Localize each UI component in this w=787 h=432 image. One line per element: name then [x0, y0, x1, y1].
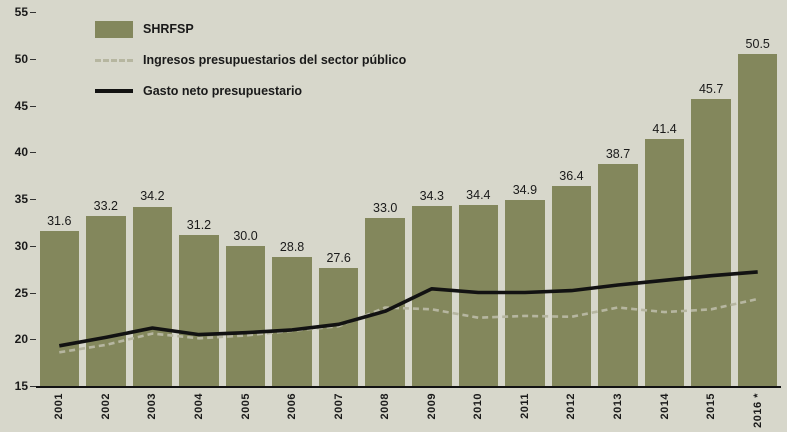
- x-axis-label: 2014: [658, 393, 671, 420]
- bar-2014: [644, 139, 685, 386]
- bar-2010: [458, 204, 499, 386]
- bar-value-label: 28.8: [279, 239, 305, 254]
- bar-2002: [86, 215, 126, 386]
- bar-2013: [598, 164, 638, 386]
- bar-value-label: 36.4: [559, 168, 584, 183]
- x-axis-label: 2001: [53, 393, 66, 420]
- x-axis-label: 2012: [565, 393, 578, 420]
- bar-2008: [365, 217, 405, 386]
- bar-value-label: 27.6: [326, 251, 351, 266]
- legend-item-gasto: Gasto neto presupuestario: [95, 82, 406, 100]
- bar-value-label: 33.2: [93, 198, 119, 213]
- y-axis-tick: [30, 386, 36, 387]
- y-axis-label: 45: [14, 98, 28, 113]
- bar-2005: [225, 245, 266, 387]
- legend-label-ingresos: Ingresos presupuestarios del sector públ…: [143, 53, 407, 67]
- y-axis-label: 30: [14, 238, 28, 253]
- bar-value-label: 38.7: [605, 147, 631, 162]
- y-axis-label: 25: [14, 285, 28, 300]
- bar-value-label: 30.0: [233, 228, 258, 243]
- y-axis-tick: [30, 292, 36, 294]
- x-axis-label: 2008: [379, 393, 392, 420]
- bar-2007: [318, 268, 359, 386]
- bar-2001: [39, 230, 80, 386]
- bar-value-label: 34.2: [140, 189, 165, 204]
- solid-line-swatch-icon: [95, 89, 133, 93]
- y-axis-label: 50: [14, 51, 28, 66]
- x-axis-label: 2010: [472, 393, 485, 420]
- x-axis-label: 2005: [239, 393, 252, 420]
- bar-value-label: 50.5: [745, 37, 770, 52]
- bar-2009: [412, 205, 452, 386]
- bar-2003: [132, 206, 173, 386]
- x-axis-label: 2004: [192, 393, 205, 420]
- y-axis-label: 55: [14, 5, 28, 19]
- bar-value-label: 31.6: [47, 213, 72, 228]
- y-axis-tick: [30, 12, 36, 13]
- bar-2011: [505, 199, 545, 386]
- legend-item-ingresos: Ingresos presupuestarios del sector públ…: [95, 51, 406, 69]
- bar-value-label: 45.7: [698, 81, 724, 96]
- bar-2016: [737, 54, 778, 386]
- legend-item-shrfsp: SHRFSP: [95, 20, 406, 38]
- y-axis-tick: [30, 245, 36, 247]
- bar-value-label: 31.2: [186, 217, 212, 232]
- x-axis-label: 2007: [332, 393, 345, 420]
- bar-value-label: 34.3: [419, 188, 444, 203]
- y-axis-label: 35: [14, 192, 28, 206]
- y-axis-label: 40: [14, 145, 28, 160]
- dashed-line-swatch-icon: [95, 58, 133, 62]
- bar-swatch-icon: [95, 20, 133, 38]
- bar-2012: [551, 185, 592, 386]
- bar-2015: [691, 99, 731, 386]
- y-axis-label: 15: [14, 379, 28, 393]
- x-axis-label: 2015: [705, 393, 718, 420]
- y-axis-tick: [30, 58, 36, 60]
- x-axis-label: 2009: [425, 393, 438, 420]
- bar-2004: [179, 234, 219, 386]
- legend-label-gasto: Gasto neto presupuestario: [143, 84, 303, 98]
- bar-value-label: 34.9: [512, 182, 538, 197]
- legend: SHRFSP Ingresos presupuestarios del sect…: [95, 20, 406, 100]
- legend-label-shrfsp: SHRFSP: [143, 22, 194, 36]
- x-axis-label: 2013: [612, 393, 625, 420]
- bar-value-label: 34.4: [466, 187, 491, 202]
- y-axis-tick: [30, 152, 36, 154]
- y-axis-tick: [30, 199, 36, 200]
- x-axis-label: 2002: [99, 393, 112, 420]
- y-axis-tick: [30, 339, 36, 341]
- x-axis-label: 2011: [518, 393, 531, 419]
- x-axis-label: 2003: [146, 393, 159, 420]
- x-axis-label: 2016 *: [751, 393, 764, 428]
- x-axis-label: 2006: [286, 393, 299, 420]
- x-axis-line: [36, 386, 781, 388]
- y-axis-label: 20: [14, 332, 28, 347]
- y-axis-tick: [30, 105, 36, 107]
- bar-2006: [272, 257, 312, 386]
- bar-value-label: 33.0: [373, 200, 398, 215]
- bar-value-label: 41.4: [652, 122, 677, 137]
